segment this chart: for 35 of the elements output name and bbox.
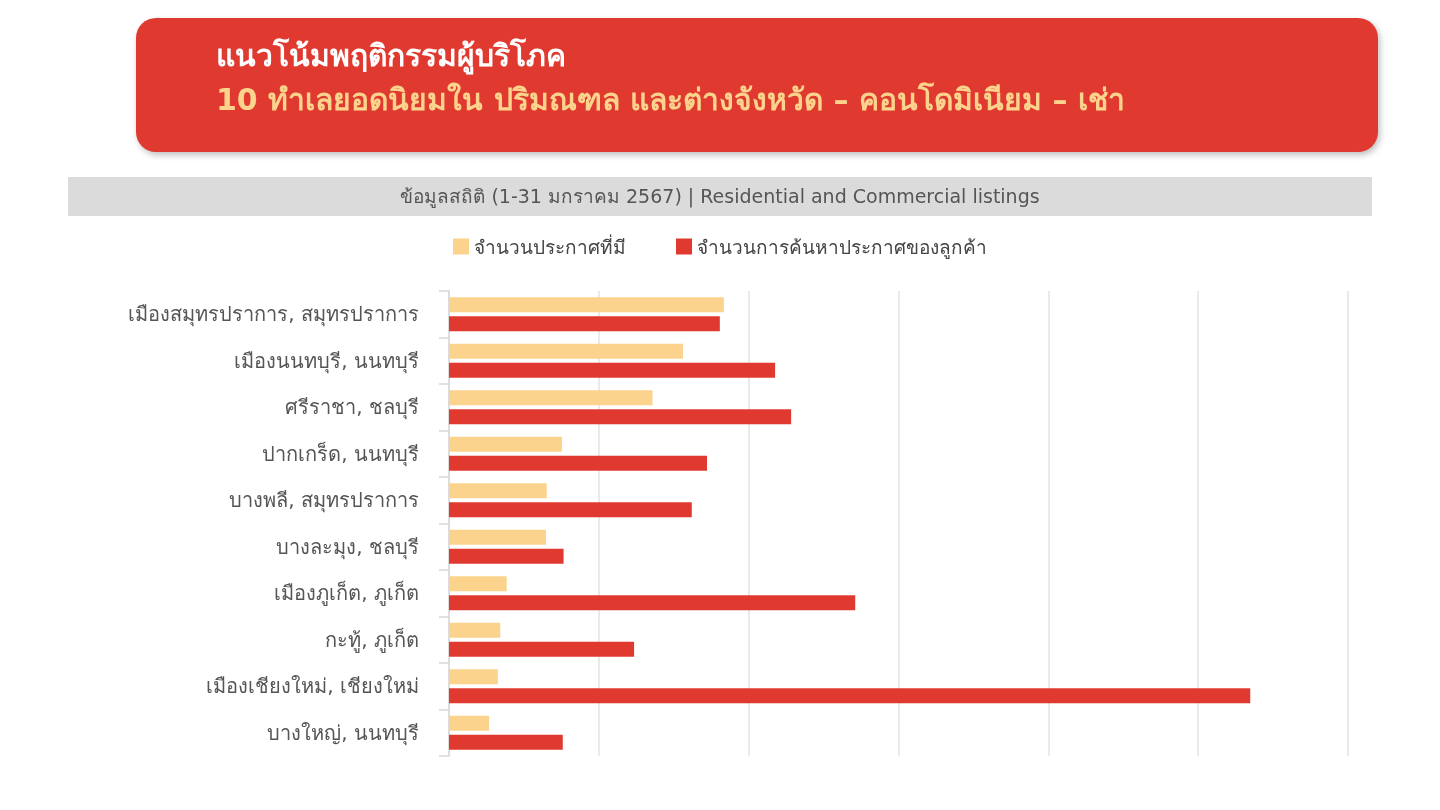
y-tick-label: บางใหญ่, นนทบุรี — [267, 720, 419, 746]
bar — [449, 502, 692, 518]
y-tick-label: เมืองนนทบุรี, นนทบุรี — [234, 348, 419, 374]
bar — [449, 622, 501, 638]
bar — [449, 576, 507, 592]
y-tick-label: บางพลี, สมุทรปราการ — [229, 488, 419, 514]
bar — [449, 483, 547, 499]
bar — [449, 297, 724, 313]
bar — [449, 715, 490, 731]
bar — [449, 641, 635, 657]
bar — [449, 529, 546, 545]
y-tick-label: เมืองเชียงใหม่, เชียงใหม่ — [206, 674, 419, 699]
bar — [449, 548, 564, 564]
y-tick-label: กะทู้, ภูเก็ต — [325, 626, 419, 653]
chart-title: แนวโน้มพฤติกรรมผู้บริโภค — [216, 37, 566, 77]
bar — [449, 688, 1251, 704]
bar — [449, 436, 562, 452]
text: ข้อมูลสถิติ (1-31 มกราคม 2567) | Residential and Commercial listings — [400, 184, 1040, 210]
bar — [449, 455, 707, 471]
chart-subtitle: 10 ทำเลยอดนิยมใน ปริมณฑล และต่างจังหวัด – คอนโดมิเนียม – เช่า — [216, 81, 1125, 119]
y-tick-label: บางละมุง, ชลบุรี — [276, 534, 419, 560]
bar — [449, 734, 563, 750]
y-tick-label: เมืองภูเก็ต, ภูเก็ต — [274, 580, 419, 607]
y-tick-label: ศรีราชา, ชลบุรี — [285, 395, 419, 421]
bar — [449, 362, 776, 378]
legend-label: จำนวนประกาศที่มี — [474, 233, 626, 258]
legend-label: จำนวนการค้นหาประกาศของลูกค้า — [697, 235, 987, 259]
y-tick-label: เมืองสมุทรปราการ, สมุทรปราการ — [128, 302, 419, 328]
bar — [449, 595, 856, 611]
bar — [449, 409, 792, 425]
bar — [449, 669, 498, 685]
bar — [449, 343, 683, 359]
bar — [449, 390, 653, 406]
y-tick-label: ปากเกร็ด, นนทบุรี — [262, 440, 419, 467]
bar — [449, 316, 720, 332]
